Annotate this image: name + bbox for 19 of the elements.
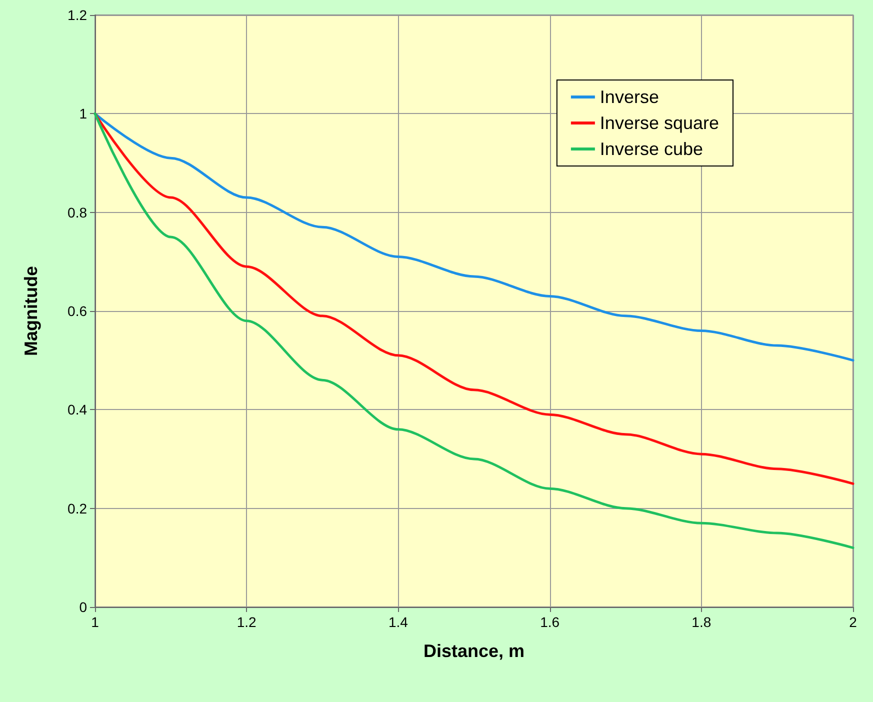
x-tick-label: 1 [91,614,100,630]
x-axis-title: Distance, m [423,641,525,661]
y-tick-label: 1.2 [68,7,88,23]
legend-label: Inverse [600,87,659,107]
line-series [94,112,854,362]
y-tick-label: 0 [79,599,88,615]
x-tick-label: 1.2 [236,614,257,630]
y-tick-label: 0.2 [68,500,88,516]
legend-label: Inverse cube [600,139,703,159]
y-tick-label: 0.6 [68,303,88,319]
y-tick-label: 0.8 [68,204,88,220]
y-tick-label: 1 [79,106,88,122]
x-tick-label: 1.6 [540,614,560,630]
x-tick-label: 1.4 [388,614,408,630]
x-tick-label: 1.8 [692,614,712,630]
x-tick-label: 2 [849,614,858,630]
y-axis-title: Magnitude [21,266,41,356]
legend-label: Inverse square [600,113,720,133]
y-tick-label: 0.4 [68,402,88,418]
